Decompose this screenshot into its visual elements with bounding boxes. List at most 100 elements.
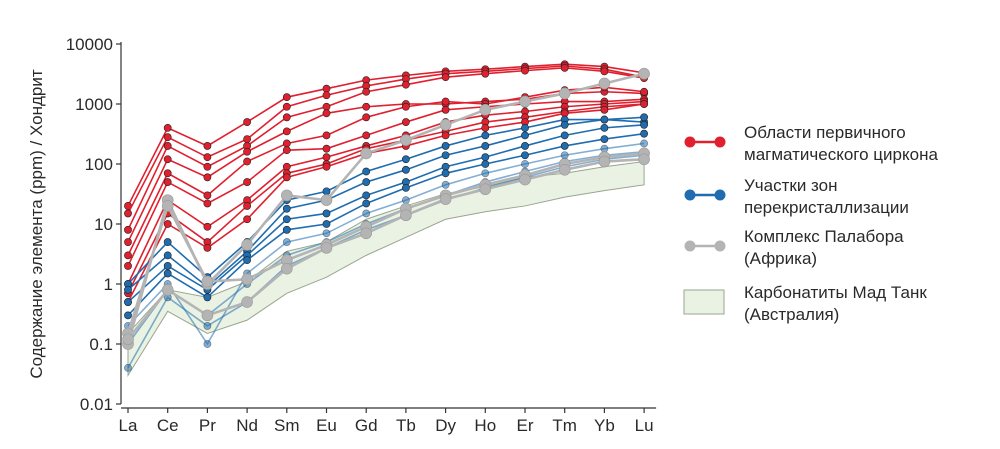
recrystallized-point bbox=[481, 153, 490, 162]
primary-zircon-point bbox=[243, 118, 251, 126]
recrystallized-point bbox=[362, 178, 371, 186]
recrystallized-point bbox=[322, 229, 331, 238]
y-tick-label: 0.1 bbox=[89, 335, 113, 354]
palabora-point bbox=[201, 275, 214, 288]
recrystallized-point bbox=[401, 155, 410, 164]
primary-zircon-point bbox=[203, 199, 212, 208]
y-axis-label: Содержание элемента (ppm) / Хондрит bbox=[27, 69, 46, 378]
recrystallized-point bbox=[481, 131, 490, 140]
recrystallized-line bbox=[127, 118, 645, 285]
legend-label: Области первичного bbox=[744, 123, 906, 142]
primary-zircon-point bbox=[282, 113, 291, 122]
recrystallized-point bbox=[521, 142, 529, 150]
recrystallized-point bbox=[521, 151, 529, 160]
palabora-line bbox=[126, 157, 645, 341]
primary-zircon-line bbox=[127, 98, 645, 267]
primary-zircon-point bbox=[322, 162, 331, 171]
recrystallized-point bbox=[521, 160, 529, 168]
x-tick-label: La bbox=[119, 416, 138, 435]
x-tick-label: Lu bbox=[635, 416, 654, 435]
primary-zircon-point bbox=[163, 220, 172, 228]
palabora-point bbox=[400, 134, 412, 146]
palabora-line bbox=[126, 152, 645, 334]
primary-zircon-point bbox=[282, 127, 291, 136]
primary-zircon-point bbox=[600, 67, 609, 76]
x-tick-label: Gd bbox=[355, 416, 378, 435]
recrystallized-point bbox=[282, 204, 291, 213]
recrystallized-point bbox=[163, 238, 172, 246]
recrystallized-point bbox=[441, 151, 450, 160]
recrystallized-point bbox=[203, 340, 212, 348]
legend-label: Комплекс Палабора bbox=[744, 227, 904, 246]
primary-zircon-line bbox=[127, 63, 645, 207]
recrystallized-point bbox=[362, 199, 371, 208]
recrystallized-point bbox=[560, 131, 569, 140]
primary-zircon-line bbox=[127, 103, 645, 294]
primary-zircon-point bbox=[124, 225, 132, 234]
primary-zircon-point bbox=[282, 102, 291, 111]
recrystallized-point bbox=[640, 139, 648, 148]
primary-zircon-point bbox=[163, 178, 172, 186]
primary-zircon-point bbox=[203, 222, 212, 231]
x-tick-label: Yb bbox=[594, 416, 615, 435]
legend-swatch-dot bbox=[714, 136, 726, 148]
legend-swatch-dot bbox=[684, 189, 696, 201]
palabora-point bbox=[320, 194, 333, 206]
primary-zircon-point bbox=[243, 215, 251, 224]
recrystallized-point bbox=[401, 165, 410, 174]
palabora-point bbox=[280, 262, 293, 275]
recrystallized-line bbox=[127, 132, 645, 316]
recrystallized-point bbox=[401, 196, 410, 205]
primary-zircon-point bbox=[243, 157, 251, 166]
recrystallized-point bbox=[282, 238, 291, 246]
x-tick-label: Dy bbox=[435, 416, 456, 435]
axes: 10000 1000 100 10 1 0.1 0.01 La Ce Pr Nd Sm Eu Gd Tb Dy… bbox=[66, 35, 657, 435]
series-layer bbox=[122, 60, 650, 372]
recrystallized-point bbox=[124, 311, 132, 320]
primary-zircon-line bbox=[127, 67, 645, 231]
y-tick-label: 10 bbox=[94, 215, 113, 234]
x-tick-label: Tb bbox=[396, 416, 416, 435]
carbonatite-field bbox=[127, 160, 645, 378]
x-tick-label: Ce bbox=[157, 416, 179, 435]
recrystallized-line bbox=[127, 124, 645, 303]
recrystallized-point bbox=[124, 285, 132, 294]
legend-swatch-dot bbox=[714, 240, 726, 252]
primary-zircon-point bbox=[322, 91, 331, 100]
x-tick-label: Pr bbox=[199, 416, 216, 435]
legend-swatch-area bbox=[683, 289, 725, 315]
y-tick-label: 1 bbox=[104, 275, 113, 294]
recrystallized-point bbox=[163, 269, 172, 278]
primary-zircon-point bbox=[441, 105, 450, 114]
primary-zircon-point bbox=[401, 118, 410, 126]
recrystallized-point bbox=[362, 167, 371, 176]
legend: Области первичного магматического циркона… bbox=[683, 123, 938, 324]
primary-zircon-point bbox=[481, 123, 490, 132]
primary-zircon-point bbox=[401, 102, 410, 111]
palabora-point bbox=[400, 209, 412, 222]
recrystallized-line bbox=[127, 154, 645, 369]
primary-zircon-point bbox=[362, 113, 371, 122]
primary-zircon-point bbox=[124, 238, 132, 246]
primary-zircon-point bbox=[322, 109, 331, 118]
primary-zircon-point bbox=[243, 135, 251, 144]
primary-zircon-point bbox=[243, 147, 251, 156]
primary-zircon-point bbox=[322, 131, 331, 140]
legend-swatch-dot bbox=[684, 136, 696, 148]
palabora-point bbox=[201, 309, 214, 322]
recrystallized-point bbox=[322, 220, 331, 228]
palabora-point bbox=[241, 296, 253, 308]
primary-zircon-line bbox=[127, 86, 645, 256]
primary-zircon-point bbox=[203, 162, 212, 171]
primary-zircon-point bbox=[362, 131, 371, 140]
recrystallized-point bbox=[600, 123, 609, 132]
y-tick-label: 0.01 bbox=[80, 395, 113, 414]
primary-zircon-line bbox=[127, 65, 645, 214]
primary-zircon-point bbox=[163, 169, 172, 178]
legend-label: (Африка) bbox=[744, 249, 817, 268]
legend-swatch-dot bbox=[714, 189, 726, 201]
y-tick-label: 1000 bbox=[75, 95, 113, 114]
primary-zircon-point bbox=[163, 123, 172, 132]
palabora-point bbox=[598, 155, 611, 168]
palabora-point bbox=[558, 164, 571, 176]
